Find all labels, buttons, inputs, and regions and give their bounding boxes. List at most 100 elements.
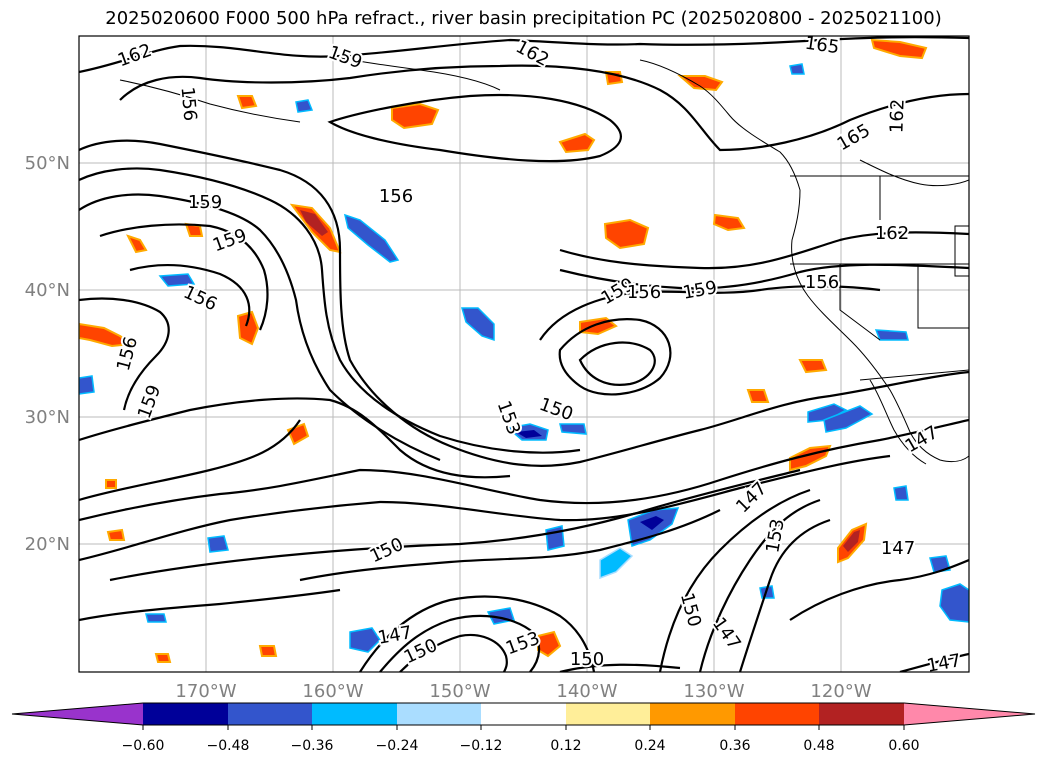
- colorbar-extension-high: [904, 703, 1035, 725]
- precip-blob: [79, 375, 95, 395]
- lat-label-50n: 50°N: [25, 153, 70, 174]
- contour-line: [79, 588, 341, 622]
- precip-blob: [105, 479, 117, 489]
- precip-blob: [874, 329, 909, 341]
- contour-label: 156: [805, 272, 839, 293]
- precip-blob: [640, 516, 664, 530]
- precip-blob: [349, 627, 381, 653]
- precip-blob: [843, 530, 860, 552]
- map-background: [79, 36, 969, 672]
- contour-line: [79, 397, 511, 479]
- precip-blob: [343, 213, 400, 263]
- contour-label: 156: [177, 86, 201, 122]
- border-line: [839, 264, 881, 341]
- precip-blob: [798, 359, 828, 374]
- colorbar-segment: [481, 703, 566, 725]
- precip-blob: [558, 132, 596, 154]
- contour-line: [79, 167, 581, 454]
- lon-label-170w: 170°W: [175, 681, 236, 702]
- map-title: 2025020600 F000 500 hPa refract., river …: [105, 8, 942, 29]
- colorbar-segment: [650, 703, 735, 725]
- border-line: [859, 369, 969, 381]
- precip-blob: [391, 102, 440, 130]
- lat-label-40n: 40°N: [25, 280, 70, 301]
- colorbar-tick-label: 0.60: [888, 738, 919, 754]
- colorbar-tick-label: 0.36: [719, 738, 750, 754]
- colorbar-segment: [228, 703, 312, 725]
- coastline: [869, 379, 927, 465]
- contour-line: [899, 652, 969, 672]
- precip-blob: [106, 528, 126, 541]
- colorbar-segment: [312, 703, 397, 725]
- colorbar-segment: [735, 703, 819, 725]
- contour-line: [658, 488, 811, 672]
- colorbar-segment: [566, 703, 650, 725]
- coastline: [329, 55, 501, 91]
- precip-blob: [789, 63, 805, 75]
- colorbar-tick-label: −0.24: [376, 738, 419, 754]
- precip-blob: [559, 423, 587, 435]
- precip-blob: [158, 273, 196, 287]
- contour-line: [558, 318, 672, 396]
- contour-line: [79, 139, 969, 467]
- contour-line: [119, 64, 969, 152]
- precip-blob: [929, 555, 951, 573]
- precip-blob: [746, 389, 770, 403]
- colorbar-tick-label: −0.48: [207, 738, 250, 754]
- precip-blob: [603, 218, 650, 250]
- map-axis-labels: 50°N 40°N 30°N 20°N 170°W 160°W 150°W 14…: [25, 153, 872, 702]
- colorbar-tick-label: −0.12: [460, 738, 503, 754]
- precip-blob: [516, 430, 542, 438]
- precip-blob: [154, 653, 172, 663]
- contour-label: 156: [379, 186, 413, 207]
- colorbar-tick-label: 0.48: [803, 738, 834, 754]
- colorbar-tick-label: 0.24: [634, 738, 665, 754]
- precip-blob: [870, 38, 928, 60]
- contour-label: 156: [627, 282, 661, 303]
- contour-line: [79, 419, 301, 502]
- contour-line: [379, 614, 541, 672]
- lon-label-160w: 160°W: [302, 681, 363, 702]
- contour-line: [738, 518, 831, 672]
- political-borders: [790, 175, 969, 381]
- contour-line: [327, 93, 622, 163]
- lon-label-120w: 120°W: [810, 681, 871, 702]
- precip-blob: [461, 307, 495, 342]
- contour-label: 147: [881, 538, 915, 559]
- contour-line: [559, 263, 969, 290]
- coastlines: [119, 55, 969, 465]
- precip-blob: [939, 583, 969, 623]
- contour-line: [399, 633, 508, 672]
- contour-line: [359, 595, 596, 672]
- precip-blob: [300, 210, 328, 236]
- colorbar-extension-low: [12, 703, 143, 725]
- contour-line: [698, 498, 821, 672]
- contour-label: 162: [875, 223, 909, 244]
- contour-label: 165: [804, 33, 841, 59]
- lon-label-130w: 130°W: [683, 681, 744, 702]
- lat-label-20n: 20°N: [25, 534, 70, 555]
- colorbar: −0.60 −0.48 −0.36 −0.24 −0.12 0.12 0.24 …: [11, 702, 1036, 754]
- contour-line: [299, 509, 721, 582]
- colorbar-tick-label: −0.60: [122, 738, 165, 754]
- precip-blob: [207, 535, 229, 553]
- contour-line: [559, 663, 681, 672]
- contour-line: [79, 297, 170, 411]
- contour-line: [539, 285, 881, 341]
- contour-line: [79, 454, 891, 562]
- contour-line: [79, 36, 969, 74]
- coastline: [119, 79, 301, 123]
- contour-line: [578, 341, 656, 386]
- contour-label: 147: [376, 622, 413, 649]
- map-frame: [78, 35, 970, 673]
- colorbar-segment: [819, 703, 904, 725]
- precip-blob: [295, 99, 314, 113]
- contour-label: 162: [886, 98, 908, 133]
- coastline: [859, 159, 969, 187]
- colorbar-tick-label: −0.36: [291, 738, 334, 754]
- colorbar-segment: [397, 703, 481, 725]
- contour-label: 147: [925, 650, 962, 677]
- colorbar-ticks: [142, 725, 905, 730]
- precip-blob: [258, 645, 278, 657]
